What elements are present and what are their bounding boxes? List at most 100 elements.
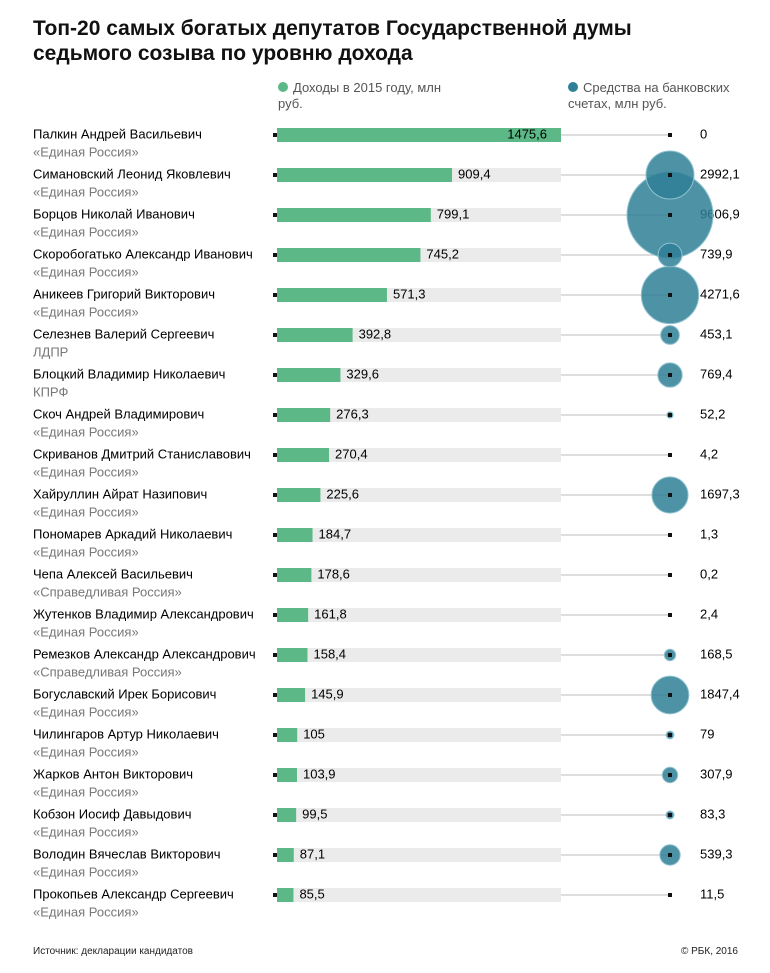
bar <box>277 208 431 222</box>
value-label: 2,4 <box>700 606 718 621</box>
legend-label: Средства на банковских счетах, млн руб. <box>568 80 730 111</box>
bar-marker <box>273 813 277 817</box>
legend-item: Доходы в 2015 году, млн руб. <box>278 80 443 112</box>
bubble-center <box>668 813 672 817</box>
bar <box>277 128 561 142</box>
legend-label: Доходы в 2015 году, млн руб. <box>278 80 442 111</box>
value-label: 4,2 <box>700 446 718 461</box>
party-label: «Справедливая Россия» <box>33 664 182 679</box>
party-label: «Единая Россия» <box>33 464 139 479</box>
bar-track <box>277 768 561 782</box>
chart: Палкин Андрей Васильевич «Единая Россия» 1… <box>33 126 740 919</box>
value-label: 571,3 <box>393 286 426 301</box>
bar-marker <box>273 493 277 497</box>
value-label: 1697,3 <box>700 486 740 501</box>
legend-swatch <box>278 82 288 92</box>
value-label: 103,9 <box>303 766 336 781</box>
bar <box>277 568 312 582</box>
bar <box>277 888 294 902</box>
party-label: «Единая Россия» <box>33 864 139 879</box>
bar-track <box>277 688 561 702</box>
value-label: 0 <box>700 126 707 141</box>
bar-track <box>277 728 561 742</box>
copyright: © РБК, 2016 <box>680 946 738 957</box>
legend-swatch <box>568 82 578 92</box>
category-label: Жутенков Владимир Александрович <box>33 606 254 621</box>
category-label: Палкин Андрей Васильевич <box>33 126 202 141</box>
bar <box>277 288 387 302</box>
value-label: 1,3 <box>700 526 718 541</box>
bubble-center <box>668 293 672 297</box>
bubble-center <box>668 733 672 737</box>
party-label: «Единая Россия» <box>33 624 139 639</box>
value-label: 11,5 <box>700 886 724 901</box>
party-label: «Единая Россия» <box>33 824 139 839</box>
value-label: 2992,1 <box>700 166 740 181</box>
category-label: Скриванов Дмитрий Станиславович <box>33 446 251 461</box>
bar-track <box>277 448 561 462</box>
category-label: Жарков Антон Викторович <box>33 766 193 781</box>
bubble-center <box>668 653 672 657</box>
bubble-center <box>668 413 672 417</box>
category-label: Аникеев Григорий Викторович <box>33 286 215 301</box>
party-label: «Единая Россия» <box>33 704 139 719</box>
value-label: 168,5 <box>700 646 733 661</box>
bar-marker <box>273 573 277 577</box>
value-label: 1475,6 <box>507 126 547 141</box>
bar-track <box>277 528 561 542</box>
bar-marker <box>273 733 277 737</box>
value-label: 79 <box>700 726 714 741</box>
value-label: 276,3 <box>336 406 369 421</box>
bar-track <box>277 648 561 662</box>
party-label: ЛДПР <box>33 344 68 359</box>
value-label: 909,4 <box>458 166 491 181</box>
value-label: 99,5 <box>302 806 327 821</box>
party-label: «Единая Россия» <box>33 304 139 319</box>
value-label: 799,1 <box>437 206 470 221</box>
value-label: 178,6 <box>317 566 350 581</box>
bar-marker <box>273 373 277 377</box>
party-label: «Единая Россия» <box>33 264 139 279</box>
bar-track <box>277 608 561 622</box>
bubble-center <box>668 453 672 457</box>
bar <box>277 528 313 542</box>
value-label: 270,4 <box>335 446 368 461</box>
category-label: Кобзон Иосиф Давыдович <box>33 806 191 821</box>
category-label: Чепа Алексей Васильевич <box>33 566 193 581</box>
party-label: «Единая Россия» <box>33 224 139 239</box>
value-label: 307,9 <box>700 766 733 781</box>
bubble-center <box>668 693 672 697</box>
bubble-center <box>668 893 672 897</box>
bar-track <box>277 408 561 422</box>
value-label: 87,1 <box>300 846 325 861</box>
bubble-center <box>668 333 672 337</box>
bar-marker <box>273 613 277 617</box>
bar <box>277 808 297 822</box>
party-label: «Единая Россия» <box>33 144 139 159</box>
value-label: 329,6 <box>346 366 379 381</box>
bar <box>277 648 308 662</box>
bar-marker <box>273 653 277 657</box>
category-label: Скоч Андрей Владимирович <box>33 406 204 421</box>
category-label: Хайруллин Айрат Назипович <box>33 486 207 501</box>
bar <box>277 448 330 462</box>
bar-marker <box>273 333 277 337</box>
bar <box>277 728 298 742</box>
party-label: «Справедливая Россия» <box>33 584 182 599</box>
value-label: 769,4 <box>700 366 733 381</box>
party-label: КПРФ <box>33 384 68 399</box>
bar-marker <box>273 773 277 777</box>
bar-track <box>277 888 561 902</box>
value-label: 161,8 <box>314 606 347 621</box>
bar <box>277 608 309 622</box>
value-label: 85,5 <box>299 886 324 901</box>
category-label: Ремезков Александр Александрович <box>33 646 256 661</box>
category-label: Блоцкий Владимир Николаевич <box>33 366 225 381</box>
bar <box>277 168 453 182</box>
bar <box>277 328 353 342</box>
bar-marker <box>273 133 277 137</box>
value-label: 184,7 <box>319 526 352 541</box>
party-label: «Единая Россия» <box>33 184 139 199</box>
bar-marker <box>273 253 277 257</box>
